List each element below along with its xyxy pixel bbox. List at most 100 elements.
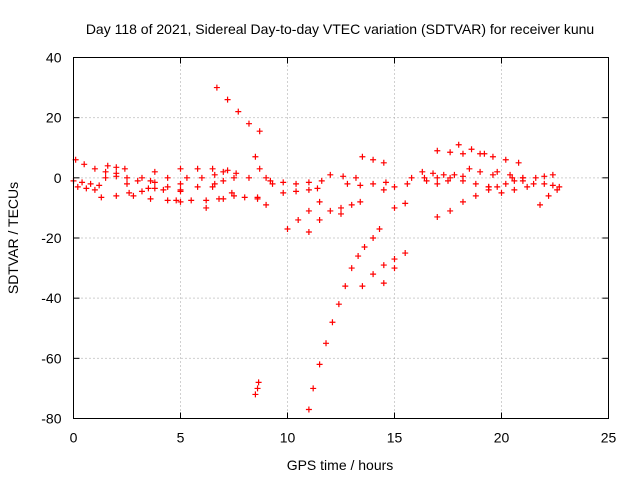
- data-point: [316, 361, 323, 368]
- grid: [73, 57, 609, 419]
- series-track-41: [434, 183, 492, 220]
- series-track-17: [209, 174, 237, 190]
- data-point: [177, 186, 184, 193]
- data-point: [370, 180, 377, 187]
- data-point: [468, 146, 475, 153]
- data-point: [203, 204, 210, 211]
- data-point: [434, 174, 441, 181]
- data-point: [541, 180, 548, 187]
- data-point: [113, 173, 120, 180]
- data-point: [98, 194, 105, 201]
- data-point: [348, 201, 355, 208]
- series-track-53: [541, 180, 563, 190]
- series-track-12: [173, 195, 227, 204]
- data-point: [447, 174, 454, 181]
- data-point: [380, 186, 387, 193]
- series-track-30: [338, 198, 364, 217]
- data-point: [380, 262, 387, 269]
- data-point: [255, 379, 262, 386]
- data-point: [376, 225, 383, 232]
- x-tick-label: 5: [177, 430, 185, 446]
- data-point: [477, 150, 484, 157]
- data-point: [245, 120, 252, 127]
- data-point: [83, 185, 90, 192]
- data-point: [434, 147, 441, 154]
- series-track-29: [305, 225, 383, 413]
- data-point: [323, 340, 330, 347]
- data-point: [408, 174, 415, 181]
- data-point: [280, 189, 287, 196]
- data-point: [295, 216, 302, 223]
- tick-labels: 0 5 10 15 20 25 -80 -60 -40 -20 0 20 40: [41, 50, 616, 446]
- series-track-39: [419, 168, 466, 180]
- x-tick-label: 25: [601, 430, 617, 446]
- data-point: [502, 180, 509, 187]
- data-point: [284, 225, 291, 232]
- data-point: [293, 188, 300, 195]
- series-track-24: [254, 195, 270, 208]
- series-track-38: [408, 174, 454, 181]
- data-point: [160, 186, 167, 193]
- data-point: [145, 185, 152, 192]
- series-track-20: [213, 84, 263, 135]
- data-point: [314, 185, 321, 192]
- data-point: [228, 189, 235, 196]
- data-point: [316, 198, 323, 205]
- data-point: [269, 180, 276, 187]
- data-point: [81, 161, 88, 168]
- data-point: [404, 180, 411, 187]
- data-point: [329, 319, 336, 326]
- series-track-42: [434, 147, 466, 157]
- data-point: [402, 200, 409, 207]
- series-track-11: [151, 168, 184, 187]
- data-point: [203, 197, 210, 204]
- data-point: [489, 171, 496, 178]
- series-track-27: [284, 198, 323, 232]
- series-track-25: [267, 177, 325, 187]
- data-point: [382, 179, 389, 186]
- data-point: [391, 256, 398, 263]
- data-point: [130, 192, 137, 199]
- data-point: [211, 171, 218, 178]
- series-track-06: [113, 185, 158, 199]
- data-point: [549, 182, 556, 189]
- data-point: [138, 174, 145, 181]
- data-point: [113, 164, 120, 171]
- data-point: [87, 180, 94, 187]
- data-point: [430, 170, 437, 177]
- data-point: [252, 391, 259, 398]
- data-point: [530, 180, 537, 187]
- data-point: [177, 198, 184, 205]
- series-track-31: [327, 171, 359, 181]
- data-point: [305, 207, 312, 214]
- data-point: [151, 185, 158, 192]
- series-track-35: [380, 250, 409, 287]
- series-track-34: [359, 256, 398, 290]
- data-point: [361, 244, 368, 251]
- data-point: [472, 192, 479, 199]
- y-tick-label: -80: [41, 411, 61, 427]
- data-point: [434, 180, 441, 187]
- data-point: [327, 207, 334, 214]
- data-point: [318, 177, 325, 184]
- data-point: [91, 165, 98, 172]
- data-point: [96, 182, 103, 189]
- series-track-49: [498, 183, 531, 196]
- x-axis-title: GPS time / hours: [287, 457, 394, 473]
- data-point: [305, 186, 312, 193]
- series-track-01: [72, 156, 120, 177]
- data-point: [79, 179, 86, 186]
- data-point: [532, 174, 539, 181]
- series-track-18: [220, 168, 252, 181]
- y-axis-title: SDTVAR / TECUs: [5, 182, 21, 294]
- data-point: [537, 201, 544, 208]
- data-point: [305, 406, 312, 413]
- data-point: [134, 177, 141, 184]
- data-point: [440, 171, 447, 178]
- data-point: [183, 174, 190, 181]
- data-point: [344, 180, 351, 187]
- data-point: [305, 228, 312, 235]
- series-track-52: [537, 186, 561, 208]
- series-track-03: [74, 183, 105, 201]
- data-point: [545, 192, 552, 199]
